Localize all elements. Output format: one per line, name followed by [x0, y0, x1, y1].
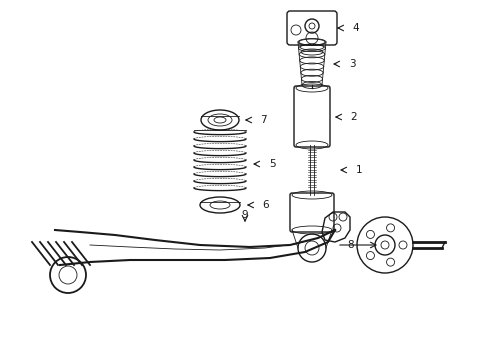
Text: 4: 4 — [352, 23, 359, 33]
Text: 1: 1 — [356, 165, 363, 175]
Text: 9: 9 — [242, 210, 248, 220]
Text: 6: 6 — [262, 200, 269, 210]
Text: 5: 5 — [269, 159, 275, 169]
Text: 7: 7 — [260, 115, 267, 125]
Text: 2: 2 — [350, 112, 357, 122]
Text: 3: 3 — [349, 59, 356, 69]
Text: 8: 8 — [347, 240, 354, 250]
